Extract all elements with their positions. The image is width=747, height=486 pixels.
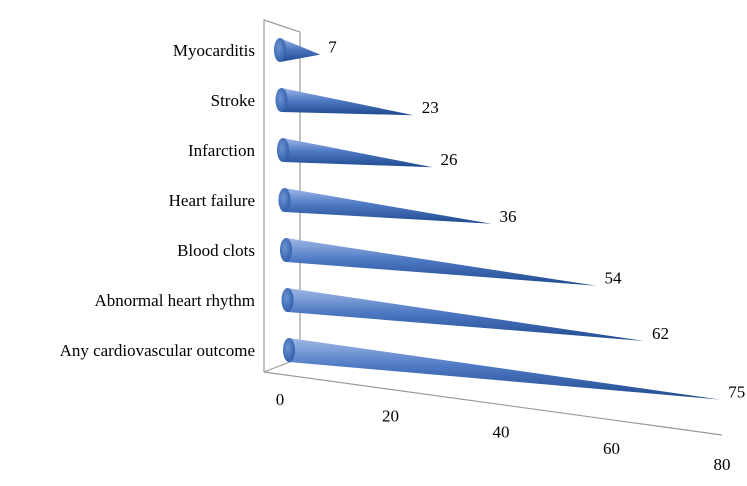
- cone-base: [280, 238, 292, 262]
- cone-base: [278, 188, 291, 212]
- cone-body: [289, 338, 721, 400]
- value-label: 75: [728, 383, 745, 402]
- cone-series: [274, 38, 721, 400]
- category-labels: Myocarditis Stroke Infarction Heart failure…: [60, 41, 256, 360]
- cone-bar: [283, 338, 721, 400]
- cone-base: [281, 288, 294, 312]
- x-tick-label: 80: [714, 455, 731, 474]
- value-label: 23: [422, 98, 439, 117]
- category-label: Heart failure: [169, 191, 255, 210]
- value-label: 26: [441, 150, 458, 169]
- x-tick-label: 40: [493, 423, 510, 442]
- cone-bar: [280, 238, 597, 286]
- category-label: Infarction: [188, 141, 256, 160]
- data-labels: 7 23 26 36 54 62 75: [328, 38, 745, 402]
- x-axis-ticks: 0 20 40 60 80: [276, 390, 731, 474]
- cone-base: [277, 138, 289, 162]
- category-label: Blood clots: [177, 241, 255, 260]
- cone-base: [274, 38, 286, 62]
- value-label: 54: [605, 269, 623, 288]
- category-label: Myocarditis: [173, 41, 255, 60]
- category-label: Stroke: [211, 91, 255, 110]
- cone-bar: [275, 88, 414, 116]
- cone-bar: [281, 288, 644, 341]
- cone-base: [283, 338, 295, 362]
- cone-body: [284, 188, 492, 224]
- cone-body: [281, 88, 414, 116]
- cone-base: [275, 88, 288, 112]
- cone-body: [286, 238, 597, 286]
- value-label: 7: [328, 38, 337, 57]
- cone-bar: [277, 138, 433, 168]
- value-label: 62: [652, 324, 669, 343]
- cone-body: [287, 288, 644, 341]
- value-label: 36: [500, 207, 517, 226]
- x-tick-label: 60: [603, 439, 620, 458]
- cone-body: [283, 138, 433, 168]
- x-tick-label: 20: [382, 406, 399, 425]
- cone-bar: [274, 38, 321, 62]
- floor-front-edge: [263, 371, 723, 436]
- category-label: Any cardiovascular outcome: [60, 341, 255, 360]
- cone-body: [280, 38, 321, 62]
- cone-bar: [278, 188, 492, 224]
- x-tick-label: 0: [276, 390, 285, 409]
- category-label: Abnormal heart rhythm: [94, 291, 255, 310]
